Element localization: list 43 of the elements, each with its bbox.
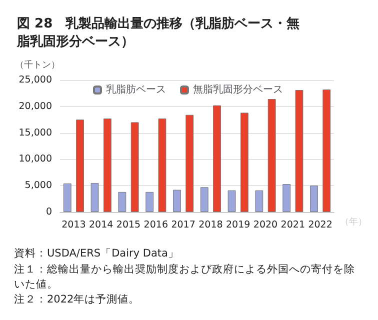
bar — [63, 183, 72, 212]
chart-title: 図 28 乳製品輸出量の推移（乳脂肪ベース・無脂乳固形分ベース） — [16, 16, 300, 50]
y-axis-title: （千トン） — [15, 60, 60, 70]
y-tick-label: 10,000 — [18, 154, 52, 165]
y-tick-label: 20,000 — [18, 100, 52, 112]
bar — [90, 182, 99, 212]
bar — [228, 190, 236, 212]
bar — [158, 118, 166, 212]
x-tick-label: 2015 — [116, 220, 141, 230]
bar — [200, 187, 208, 212]
x-tick-label: 2022 — [308, 220, 332, 230]
text: 資料：USDA/ERS「Dairy Data」 — [14, 246, 179, 260]
x-tick-label: 2017 — [171, 220, 196, 230]
bar — [213, 105, 221, 212]
text: 注１：総輸出量から輸出奨励制度および政府による外国への寄付を除いた値。 — [14, 262, 355, 290]
bar — [103, 118, 112, 212]
x-tick-label: 2014 — [89, 220, 114, 230]
x-tick-label: 2020 — [253, 220, 278, 230]
x-tick-label: 2019 — [226, 220, 250, 230]
x-tick-label: 2018 — [198, 220, 223, 230]
bar — [173, 190, 181, 212]
text: 注２：2022年は予測値。 — [14, 292, 140, 306]
bar — [322, 90, 331, 212]
bar — [186, 114, 194, 212]
bar — [310, 186, 318, 212]
y-tick-label: 25,000 — [18, 74, 52, 86]
bar — [130, 122, 139, 212]
legend-label: 乳脂肪ベース — [106, 84, 166, 96]
bar — [118, 192, 126, 212]
x-tick-label: 2013 — [62, 220, 86, 230]
y-tick-label: 15,000 — [18, 127, 52, 138]
y-tick-label: 5,000 — [24, 180, 52, 192]
bar — [295, 90, 304, 212]
bar — [146, 192, 154, 212]
x-tick-label: 2021 — [280, 220, 305, 230]
bar — [240, 112, 248, 212]
x-tick-label: 2016 — [144, 220, 168, 230]
bar — [76, 120, 84, 212]
bar — [268, 99, 276, 212]
legend-label: 無脂乳固形分ベース — [193, 84, 283, 96]
bar — [255, 190, 264, 212]
y-tick-label: 0 — [46, 206, 52, 218]
bar — [282, 184, 291, 212]
